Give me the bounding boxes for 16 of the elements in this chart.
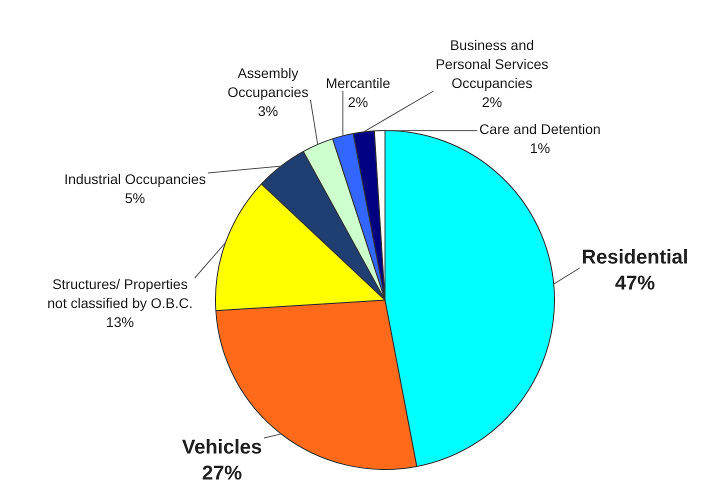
slice-label: Assembly Occupancies [228, 64, 308, 100]
data-label: 2% [482, 94, 502, 110]
data-label: 13% [106, 314, 134, 330]
slice-label: Vehicles [182, 436, 262, 459]
data-label: 27% [202, 462, 242, 485]
data-label: 1% [530, 140, 550, 156]
slice-label: Residential [582, 246, 688, 269]
data-label: 5% [124, 190, 146, 206]
slice-label: Business and Personal Services Occupancies [436, 36, 548, 91]
data-label: 3% [258, 102, 278, 119]
slice-label: Industrial Occupancies [64, 170, 206, 187]
data-label: 47% [614, 272, 656, 295]
slice-label: Care and Detention [479, 120, 601, 137]
slice-label: Mercantile [326, 74, 390, 91]
slice-label: Structures/ Properties not classified by O.B.C. [47, 276, 193, 311]
data-label: 2% [348, 94, 368, 110]
